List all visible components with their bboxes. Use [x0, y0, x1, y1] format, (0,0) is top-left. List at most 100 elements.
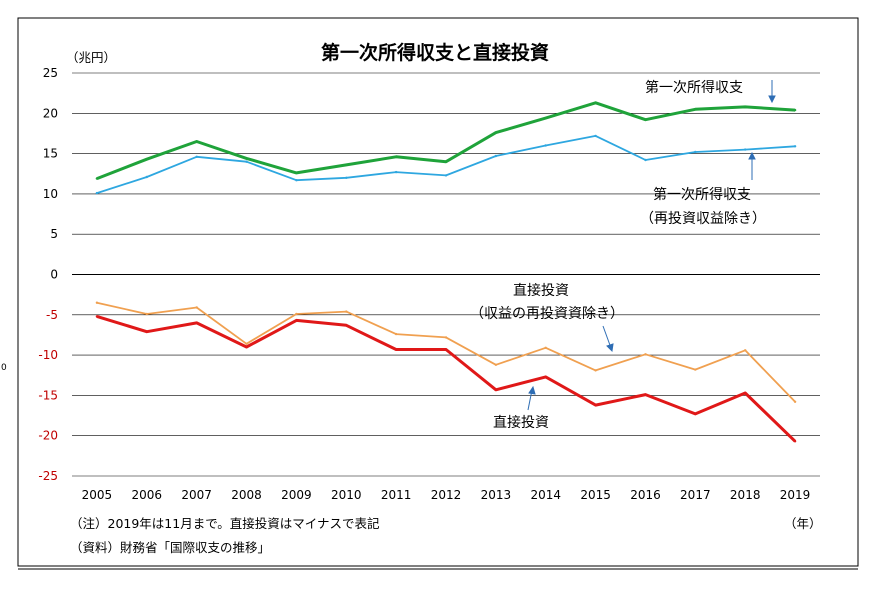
series-0-point-6 [394, 155, 398, 158]
series-1-point-12 [694, 150, 697, 154]
series-2-point-12 [694, 368, 697, 371]
series-2-point-1 [145, 312, 148, 316]
series-0-point-1 [145, 158, 148, 161]
series-2-point-11 [644, 353, 647, 356]
series-0-point-8 [494, 131, 498, 134]
note-line-1: （注）2019年は11月まで。直接投資はマイナスで表記 [70, 516, 379, 531]
series-3-point-3 [245, 345, 248, 349]
series-3-point-7 [444, 348, 448, 351]
y-tick-label-2: 15 [43, 147, 58, 161]
arrow-primary-income-ex-head [748, 151, 756, 160]
x-tick-label-12: 2017 [680, 488, 711, 502]
y-tick-label-4: 5 [50, 227, 58, 241]
x-axis-ticks: 2005 2006 2007 2008 2009 2010 2011 2012 2013 2014… [82, 488, 811, 502]
series-3-point-0 [95, 315, 99, 318]
x-tick-label-6: 2011 [381, 488, 412, 502]
series-3-point-4 [295, 319, 298, 322]
series-3-point-14 [793, 440, 797, 443]
series-2-point-9 [544, 346, 547, 349]
y-tick-label-10: -25 [38, 469, 58, 483]
arrow-fdi-head [528, 385, 536, 395]
gridlines [72, 72, 820, 477]
series-1-point-2 [195, 155, 198, 158]
y-tick-label-5: 0 [50, 268, 58, 282]
series-2-point-10 [594, 369, 597, 372]
x-tick-label-14: 2019 [780, 488, 811, 502]
series-1-point-0 [95, 191, 99, 195]
series-0-point-7 [444, 160, 448, 163]
series-1-point-6 [394, 170, 398, 174]
series-3-point-12 [694, 412, 697, 416]
series-1-point-10 [594, 134, 597, 138]
x-tick-label-7: 2012 [431, 488, 462, 502]
series-2-point-4 [295, 312, 298, 316]
series-1-point-5 [345, 176, 348, 179]
series-1-point-1 [145, 175, 148, 179]
series-0-point-13 [744, 105, 747, 109]
series-3-point-1 [145, 330, 148, 333]
series-0-point-2 [195, 140, 198, 143]
series-0-point-9 [544, 116, 547, 120]
label-fdi-ex-1: 直接投資 [513, 282, 569, 299]
y-axis-ticks: 25 20 15 10 5 0 -5 -10 -15 -20 -25 [38, 66, 58, 483]
arrow-primary-income-head [768, 95, 776, 104]
x-tick-label-11: 2016 [630, 488, 661, 502]
x-tick-label-9: 2014 [530, 488, 561, 502]
series-0-point-0 [95, 177, 99, 180]
series-3-point-10 [594, 403, 597, 407]
y-tick-label-9: -20 [38, 429, 58, 443]
x-tick-label-0: 2005 [82, 488, 113, 502]
series-1-point-9 [544, 144, 547, 147]
series-3-point-5 [345, 324, 348, 327]
series-0-point-5 [345, 163, 348, 167]
arrow-fdi-ex-head [606, 343, 614, 353]
x-tick-label-13: 2018 [730, 488, 761, 502]
x-tick-label-8: 2013 [481, 488, 512, 502]
series-3-point-2 [195, 321, 198, 325]
series-2-point-3 [245, 342, 248, 345]
series-3-point-6 [394, 348, 398, 351]
label-fdi: 直接投資 [493, 414, 549, 431]
annotation-arrows [527, 80, 776, 411]
series-2-point-7 [444, 336, 448, 339]
series-3-point-8 [494, 388, 498, 391]
x-tick-label-2: 2007 [181, 488, 212, 502]
y-tick-label-7: -10 [38, 348, 58, 362]
x-tick-label-4: 2009 [281, 488, 312, 502]
series-3-point-13 [744, 391, 747, 395]
series-0-point-12 [694, 108, 697, 111]
series-1-point-4 [295, 179, 298, 182]
series-lines [95, 101, 797, 443]
series-1-point-11 [644, 158, 647, 162]
label-fdi-ex-2: （収益の再投資資除き） [470, 306, 624, 322]
label-primary-income-ex-1: 第一次所得収支 [653, 186, 751, 203]
series-1-point-13 [744, 148, 747, 151]
chart-border [17, 17, 859, 567]
series-0-point-11 [644, 118, 647, 121]
series-2-point-14 [793, 400, 797, 403]
y-axis-unit: （兆円） [66, 50, 116, 65]
label-primary-income: 第一次所得収支 [645, 79, 743, 96]
label-primary-income-ex-2: （再投資収益除き） [640, 211, 766, 227]
series-2-point-8 [494, 363, 498, 366]
x-tick-label-10: 2015 [580, 488, 611, 502]
series-0-point-14 [793, 108, 797, 112]
y-tick-label-6: -5 [46, 308, 58, 322]
x-tick-label-3: 2008 [231, 488, 262, 502]
series-0-point-4 [295, 171, 298, 175]
series-0-point-3 [245, 157, 248, 160]
chart-title: 第一次所得収支と直接投資 [321, 41, 549, 64]
y-tick-label-3: 10 [43, 187, 58, 201]
x-axis-unit: （年） [784, 516, 822, 531]
series-3-point-11 [644, 393, 647, 396]
series-2-point-5 [345, 310, 348, 313]
y-tick-label-0: 25 [43, 66, 58, 80]
series-1-point-8 [494, 154, 498, 158]
series-1-point-3 [245, 160, 248, 163]
series-2-point-2 [195, 306, 198, 309]
series-0-point-10 [594, 101, 597, 105]
series-3-point-9 [544, 375, 547, 379]
y-tick-label-8: -15 [38, 388, 58, 402]
